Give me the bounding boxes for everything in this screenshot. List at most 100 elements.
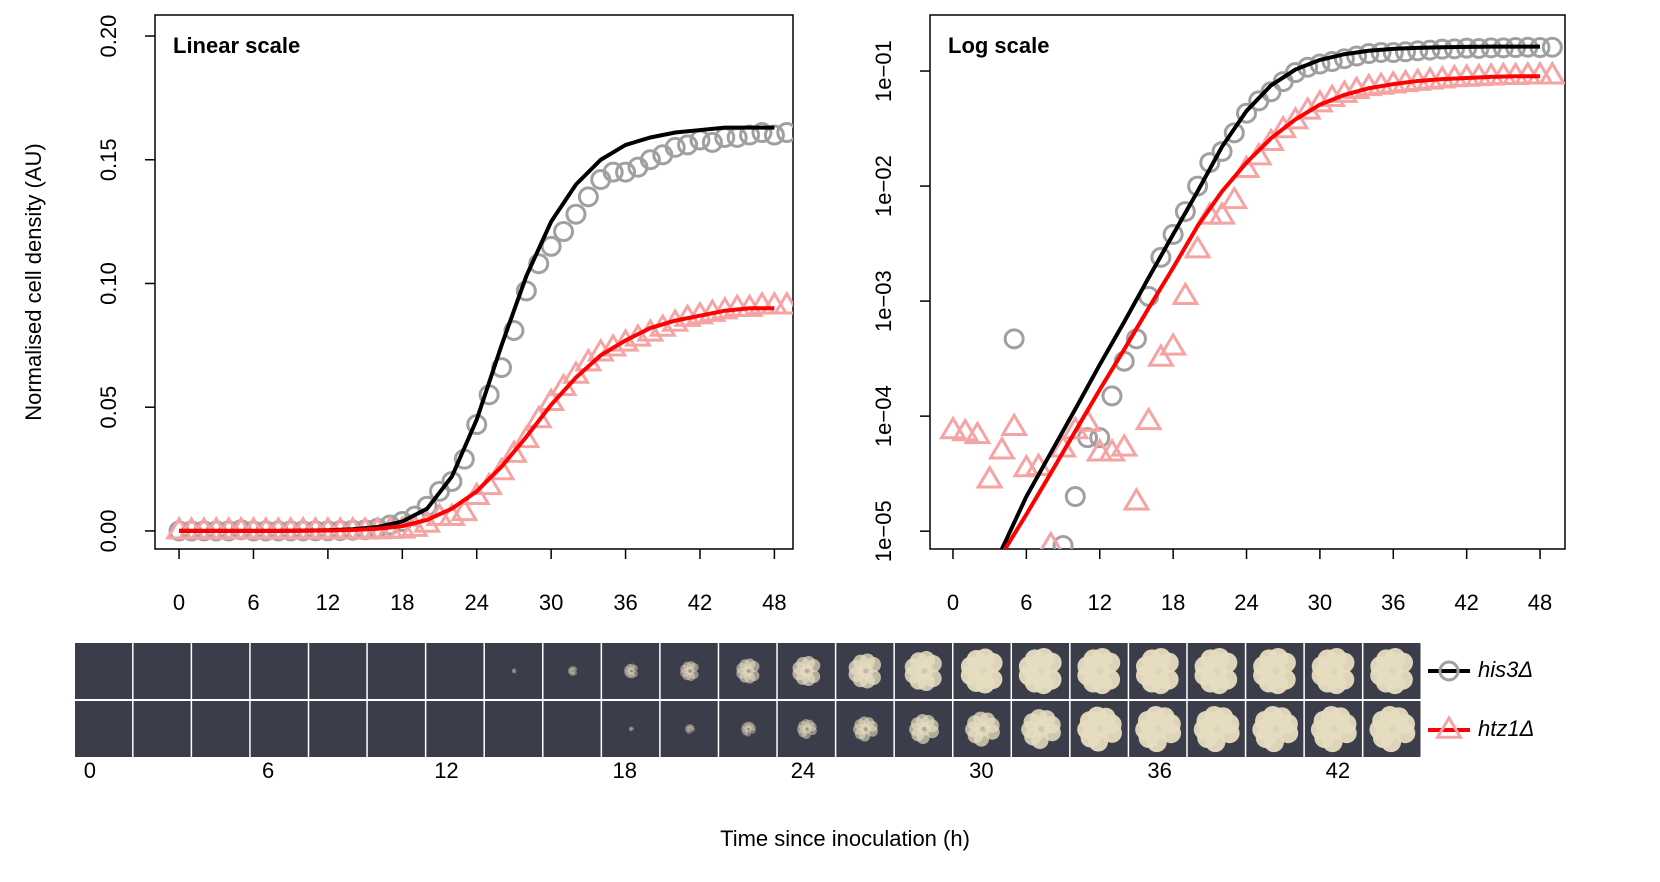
colony — [512, 668, 515, 671]
thumbnail — [133, 701, 191, 757]
y-axis-label: Normalised cell density (AU) — [21, 143, 46, 421]
circle-point — [1174, 201, 1196, 223]
triangle-point — [487, 456, 516, 481]
circle-point — [1407, 40, 1429, 62]
thumbnail — [309, 701, 367, 757]
thumbnail — [133, 643, 191, 699]
circle-point — [751, 122, 773, 144]
thumbnail — [543, 701, 601, 757]
image-strip — [75, 643, 1421, 757]
colony — [625, 671, 633, 678]
circle-point — [1260, 81, 1282, 103]
fit-line — [1002, 74, 1541, 549]
triangle-point — [772, 290, 793, 315]
colony — [684, 726, 690, 732]
x-tick-label: 42 — [1454, 590, 1478, 615]
colony — [569, 666, 574, 671]
colony — [745, 725, 752, 733]
circle-point — [1236, 102, 1258, 124]
circle-point — [615, 161, 637, 183]
x-tick-label: 36 — [613, 590, 637, 615]
thumbnail — [484, 643, 543, 699]
circle-point — [1395, 41, 1417, 63]
colony — [625, 663, 633, 671]
colony — [865, 657, 882, 673]
thumbnail — [602, 701, 660, 757]
circle-point — [1211, 140, 1233, 162]
triangle-point — [1208, 201, 1237, 225]
colony — [1334, 652, 1355, 673]
colony — [1395, 723, 1416, 744]
colony — [567, 669, 573, 675]
triangle-point — [1122, 486, 1151, 511]
y-tick-label: 0.20 — [96, 15, 121, 58]
y-tick-label: 0.00 — [96, 510, 121, 553]
thumbnail — [250, 643, 308, 699]
colony — [749, 724, 756, 731]
triangle-point — [1039, 530, 1062, 549]
colony — [744, 729, 752, 737]
colony — [1336, 723, 1357, 744]
triangle-point — [1256, 127, 1286, 152]
y-tick-label: 1e−02 — [871, 155, 896, 217]
colony — [1392, 652, 1414, 673]
circle-point — [677, 134, 699, 156]
y-tick-label: 1e−04 — [871, 385, 896, 447]
triangle-point — [1061, 415, 1090, 440]
circle-point — [1346, 45, 1368, 67]
colony — [629, 726, 632, 730]
x-tick-label: 0 — [173, 590, 185, 615]
colony — [571, 671, 576, 677]
x-tick-label: 24 — [464, 590, 488, 615]
strip-tick-label: 6 — [262, 758, 274, 783]
colony — [628, 667, 635, 675]
triangle-point — [611, 327, 640, 352]
circle-point — [553, 221, 575, 243]
circle-point — [1419, 39, 1441, 61]
colony — [744, 721, 751, 729]
circle-point — [1101, 385, 1123, 407]
x-tick-label: 42 — [688, 590, 712, 615]
colony — [1275, 652, 1296, 673]
x-tick-label: 0 — [947, 590, 959, 615]
circle-point — [1382, 41, 1404, 63]
circle-point — [1089, 427, 1111, 449]
thumbnail — [250, 701, 308, 757]
colony — [1100, 652, 1121, 673]
circle-point — [1284, 62, 1306, 84]
triangle-point — [450, 497, 479, 522]
colony — [687, 729, 692, 735]
colony — [628, 727, 632, 731]
colony — [514, 668, 517, 672]
circle-point — [1064, 486, 1086, 508]
colony — [569, 671, 574, 676]
x-tick-label: 30 — [539, 590, 563, 615]
colony — [513, 669, 516, 673]
colony — [741, 723, 749, 730]
triangle-point — [1097, 437, 1127, 462]
plot-area — [165, 122, 793, 542]
colony — [685, 725, 690, 730]
colony — [1043, 723, 1061, 742]
thumbnail — [192, 701, 250, 757]
circle-point — [1223, 122, 1245, 144]
circle-point — [1052, 535, 1074, 549]
colony — [749, 727, 756, 734]
colony — [1158, 652, 1179, 673]
colony — [1102, 723, 1122, 743]
colony — [1217, 652, 1238, 673]
colony — [1160, 723, 1182, 744]
colony — [511, 669, 515, 672]
x-tick-label: 12 — [1088, 590, 1112, 615]
strip-tick-label: 12 — [434, 758, 458, 783]
triangle-point — [524, 404, 553, 429]
colony — [629, 726, 633, 729]
triangle-point — [1110, 432, 1139, 457]
colony — [687, 726, 693, 732]
colony — [514, 670, 517, 674]
colony — [748, 661, 760, 672]
x-tick-label: 6 — [1020, 590, 1032, 615]
colony — [808, 726, 817, 736]
